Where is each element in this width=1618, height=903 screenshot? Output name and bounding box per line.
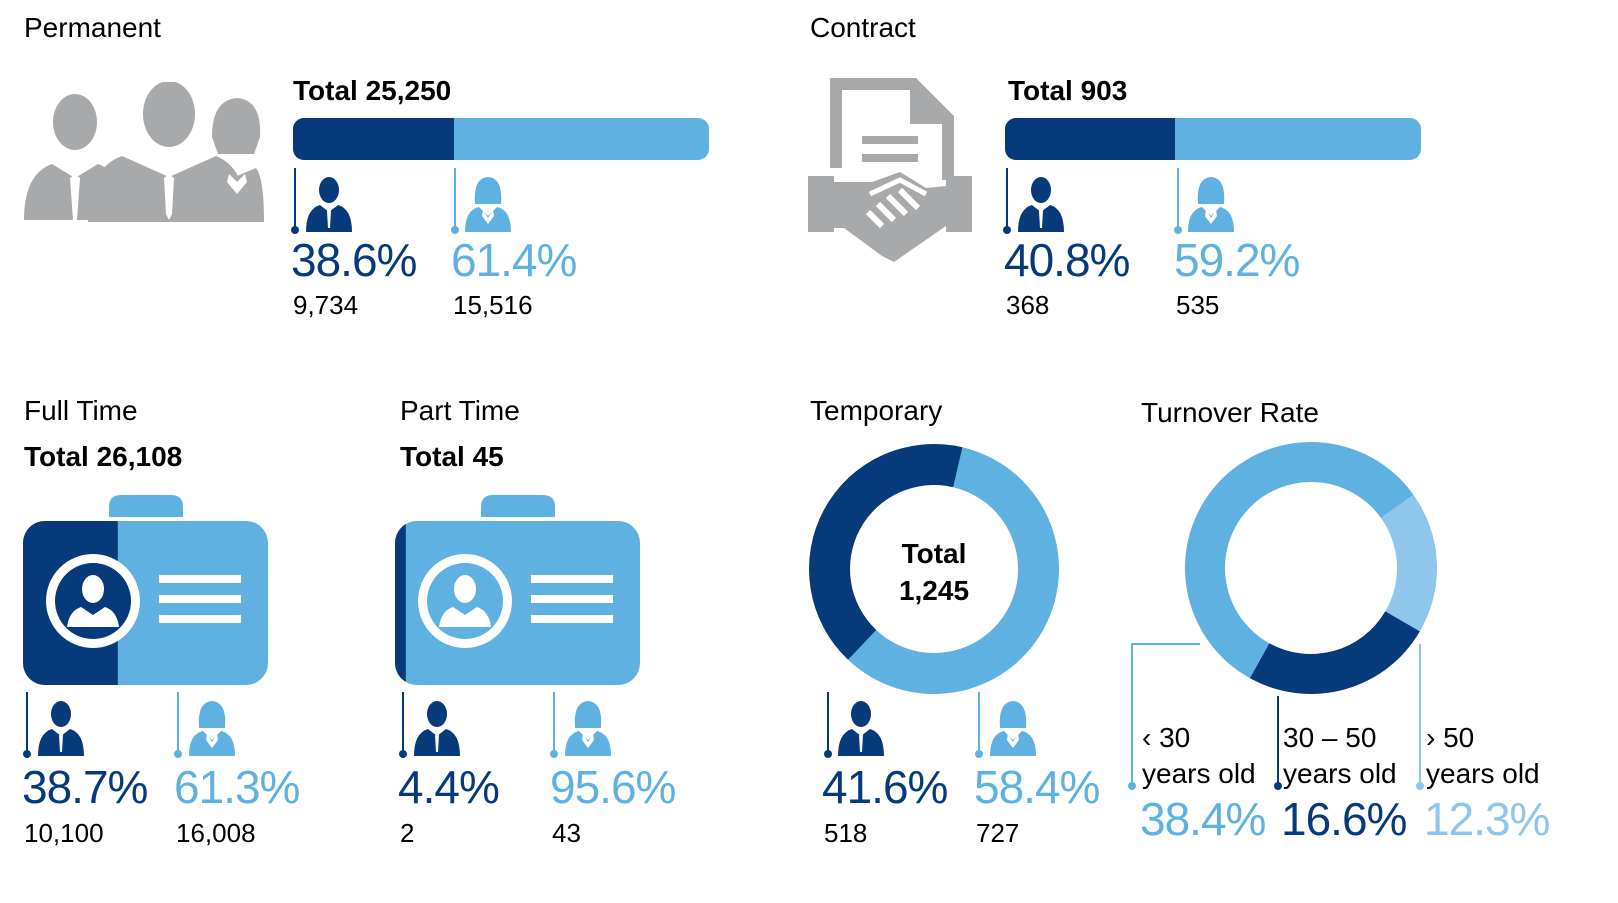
female-person-icon xyxy=(465,177,511,232)
turnover-age-under30-line2: years old xyxy=(1142,758,1256,789)
male-person-icon xyxy=(38,701,84,756)
turnover-30to50-pct: 16.6% xyxy=(1281,793,1407,845)
permanent-bar xyxy=(293,118,709,160)
permanent-male-pct: 38.6% xyxy=(291,234,417,286)
temporary-female-slice xyxy=(848,447,1059,694)
contract-female-marker xyxy=(1174,168,1182,234)
temporary-total-line2: 1,245 xyxy=(898,575,970,606)
parttime-female-pct: 95.6% xyxy=(550,761,676,813)
turnover-age-under30-line1: ‹ 30 xyxy=(1142,722,1191,753)
permanent-male-count: 9,734 xyxy=(293,290,359,320)
male-person-icon xyxy=(838,701,884,756)
permanent-title: Permanent xyxy=(24,12,161,43)
turnover-over50-pct: 12.3% xyxy=(1424,793,1550,845)
turnover-donut-chart xyxy=(1185,442,1437,694)
id-card-icon xyxy=(23,493,268,685)
temporary-total-line1: Total xyxy=(901,538,967,569)
parttime-male-pct: 4.4% xyxy=(398,761,500,813)
turnover-30to50-slice xyxy=(1249,611,1420,694)
turnover-age-over50-line1: › 50 xyxy=(1426,722,1475,753)
contract-title: Contract xyxy=(810,12,916,43)
female-person-icon xyxy=(189,701,235,756)
contract-bar-male xyxy=(1005,118,1175,160)
parttime-total: Total 45 xyxy=(400,441,504,472)
parttime-male-count: 2 xyxy=(400,818,415,848)
turnover-age-30to50-line1: 30 – 50 xyxy=(1283,722,1377,753)
turnover-under30-pct: 38.4% xyxy=(1140,793,1266,845)
fulltime-female-marker xyxy=(174,692,182,758)
temporary-female-count: 727 xyxy=(976,818,1020,848)
parttime-female-count: 43 xyxy=(552,818,581,848)
id-card-icon xyxy=(395,493,640,685)
turnover-under30-slice xyxy=(1185,442,1414,679)
contract-male-count: 368 xyxy=(1006,290,1050,320)
fulltime-female-pct: 61.3% xyxy=(174,761,300,813)
permanent-female-marker xyxy=(451,168,459,234)
female-person-icon xyxy=(565,701,611,756)
permanent-female-pct: 61.4% xyxy=(451,234,577,286)
permanent-total: Total 25,250 xyxy=(293,75,452,106)
contract-male-marker xyxy=(1003,168,1011,234)
contract-male-pct: 40.8% xyxy=(1004,234,1130,286)
turnover-leader-lines xyxy=(1128,643,1424,790)
temporary-male-slice xyxy=(809,443,963,660)
permanent-bar-male xyxy=(293,118,454,160)
male-person-icon xyxy=(1018,177,1064,232)
temporary-male-marker xyxy=(824,692,832,758)
temporary-male-pct: 41.6% xyxy=(822,761,948,813)
temporary-female-marker xyxy=(975,692,983,758)
contract-female-pct: 59.2% xyxy=(1174,234,1300,286)
turnover-over50-slice xyxy=(1380,494,1437,632)
permanent-female-count: 15,516 xyxy=(453,290,533,320)
permanent-male-marker xyxy=(291,168,299,234)
temporary-male-count: 518 xyxy=(824,818,868,848)
contract-bar xyxy=(1005,118,1421,160)
turnover-title: Turnover Rate xyxy=(1141,397,1319,428)
parttime-title: Part Time xyxy=(400,395,520,426)
parttime-card-male-share xyxy=(395,521,406,685)
fulltime-title: Full Time xyxy=(24,395,138,426)
fulltime-total: Total 26,108 xyxy=(24,441,183,472)
people-group-icon xyxy=(24,82,264,222)
female-person-icon xyxy=(1188,177,1234,232)
parttime-male-marker xyxy=(399,692,407,758)
fulltime-male-marker xyxy=(23,692,31,758)
parttime-female-marker xyxy=(550,692,558,758)
turnover-age-30to50-line2: years old xyxy=(1283,758,1397,789)
temporary-title: Temporary xyxy=(810,395,943,426)
fulltime-male-pct: 38.7% xyxy=(22,761,148,813)
contract-handshake-icon xyxy=(808,78,972,262)
contract-total: Total 903 xyxy=(1008,75,1128,106)
fulltime-male-count: 10,100 xyxy=(24,818,104,848)
male-person-icon xyxy=(306,177,352,232)
contract-female-count: 535 xyxy=(1176,290,1220,320)
temporary-donut-chart xyxy=(809,443,1059,694)
fulltime-female-count: 16,008 xyxy=(176,818,256,848)
female-person-icon xyxy=(990,701,1036,756)
turnover-age-over50-line2: years old xyxy=(1426,758,1540,789)
male-person-icon xyxy=(414,701,460,756)
temporary-female-pct: 58.4% xyxy=(974,761,1100,813)
